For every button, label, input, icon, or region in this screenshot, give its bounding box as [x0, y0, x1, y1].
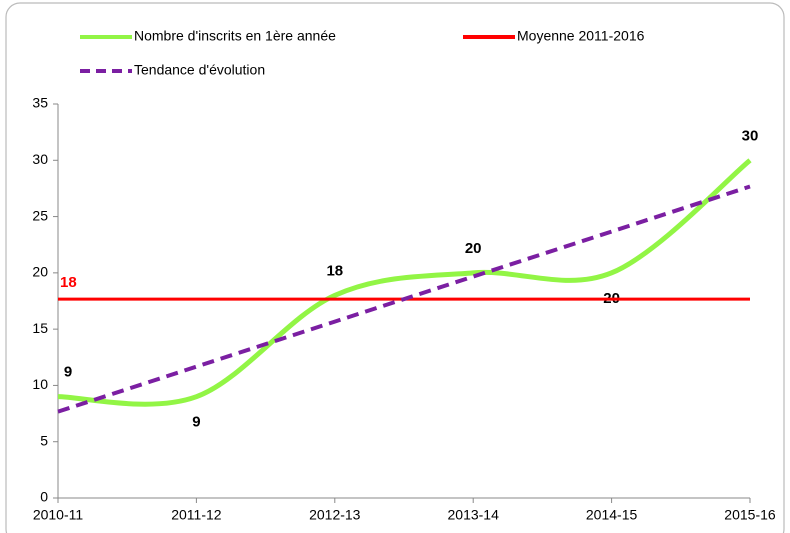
x-tick-label: 2014-15 — [586, 507, 638, 523]
data-label: 9 — [64, 364, 72, 381]
data-label: 20 — [465, 240, 482, 257]
mean-label: 18 — [60, 274, 77, 291]
x-tick-label: 2013-14 — [448, 507, 500, 523]
y-tick-label: 15 — [32, 320, 48, 336]
series-line — [57, 184, 751, 414]
y-tick-label: 5 — [40, 432, 48, 448]
legend-label: Nombre d'inscrits en 1ère année — [134, 28, 336, 44]
legend-label: Moyenne 2011-2016 — [517, 28, 645, 44]
legend-label: Tendance d'évolution — [134, 62, 265, 78]
x-tick-label: 2011-12 — [171, 507, 222, 523]
y-tick-label: 0 — [40, 489, 48, 505]
y-tick-label: 35 — [32, 95, 48, 111]
data-label: 30 — [742, 127, 759, 144]
data-label: 9 — [192, 414, 200, 431]
y-tick-label: 20 — [32, 264, 48, 280]
y-tick-label: 25 — [32, 207, 48, 223]
data-label: 18 — [326, 262, 343, 279]
x-tick-label: 2010-11 — [33, 507, 84, 523]
x-tick-label: 2012-13 — [309, 507, 361, 523]
series-line — [57, 158, 752, 407]
y-tick-label: 10 — [32, 376, 48, 392]
x-tick-label: 2015-16 — [724, 507, 776, 523]
y-tick-label: 30 — [32, 151, 48, 167]
chart-border — [5, 2, 785, 533]
